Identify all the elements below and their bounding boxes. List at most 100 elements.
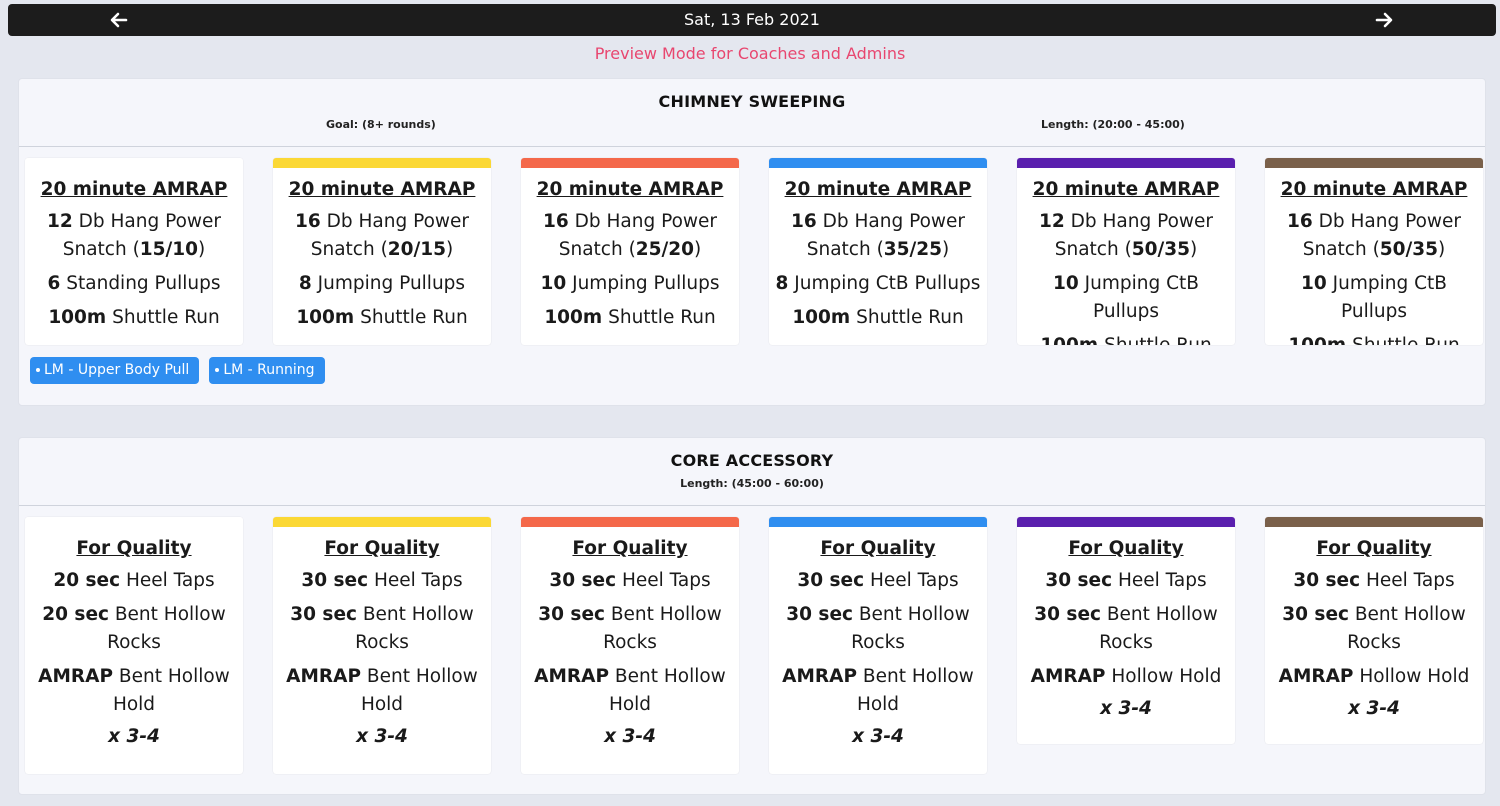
movement-line: 10 Jumping CtB Pullups	[1265, 270, 1483, 326]
movement: )	[1190, 239, 1198, 260]
movement-line: Rocks	[1347, 632, 1401, 653]
movement-line: Rocks	[107, 632, 161, 653]
duration: 30 sec	[1293, 570, 1361, 591]
movement-line: Snatch (15/10)	[25, 236, 243, 264]
movement: Bent Hollow	[1100, 604, 1218, 625]
movement: Heel Taps	[616, 570, 711, 591]
set-multiplier: x 3-4	[852, 726, 904, 747]
workout-format: 20 minute AMRAP	[1032, 179, 1220, 200]
movement-line: Rocks	[1099, 632, 1153, 653]
movement: )	[446, 239, 454, 260]
level-color-bar	[1265, 517, 1483, 527]
movement-line: AMRAP Bent Hollow	[273, 663, 491, 691]
workout-card: 20 minute AMRAP 16 Db Hang Power Snatch (5…	[1265, 158, 1483, 345]
movement-line: 16 Db Hang Power	[769, 208, 987, 236]
section-chimney-sweeping: CHIMNEY SWEEPING Goal: (8+ rounds) Lengt…	[18, 78, 1486, 406]
duration: AMRAP	[534, 666, 610, 687]
movement: Db Hang Power	[320, 211, 470, 232]
movement: Standing Pullups	[60, 273, 221, 294]
previous-day-button[interactable]	[104, 7, 134, 33]
duration: AMRAP	[38, 666, 114, 687]
reps: 10	[540, 273, 567, 294]
movement-line: 30 sec Heel Taps	[769, 567, 987, 595]
reps: 10	[1053, 273, 1079, 294]
duration: 30 sec	[786, 604, 853, 625]
movement: Shuttle Run	[1346, 335, 1460, 345]
movement-line: 6 Standing Pullups	[25, 270, 243, 298]
distance: 100m	[48, 307, 107, 328]
arrow-right-icon	[1375, 12, 1393, 28]
level-color-bar	[1265, 158, 1483, 168]
duration: 20 sec	[53, 570, 121, 591]
duration: 30 sec	[1034, 604, 1101, 625]
tag-upper-body-pull[interactable]: LM - Upper Body Pull	[30, 357, 200, 384]
movement-line: 30 sec Heel Taps	[521, 567, 739, 595]
weight: 50/35	[1131, 239, 1191, 260]
movement: Shuttle Run	[850, 307, 964, 328]
distance: 100m	[544, 307, 603, 328]
movement: Bent Hollow	[1348, 604, 1466, 625]
movement-line: 10 Jumping Pullups	[521, 270, 739, 298]
distance: 100m	[1040, 335, 1098, 345]
movement-line: 30 sec Bent Hollow	[1265, 601, 1483, 629]
section-title: CHIMNEY SWEEPING	[658, 92, 846, 111]
weight: 15/10	[139, 239, 199, 260]
tag-label: LM - Upper Body Pull	[44, 362, 190, 378]
workout-card: For Quality 20 sec Heel Taps 20 sec Bent H…	[25, 517, 243, 774]
set-multiplier: x 3-4	[1348, 698, 1400, 719]
movement-line: 16 Db Hang Power	[521, 208, 739, 236]
date-nav-bar: Sat, 13 Feb 2021	[8, 4, 1496, 36]
reps: 6	[47, 273, 61, 294]
level-color-bar	[521, 158, 739, 168]
movement: Shuttle Run	[602, 307, 716, 328]
level-color-bar	[25, 158, 243, 168]
movement-line: Hold	[608, 694, 652, 715]
movement: Shuttle Run	[354, 307, 468, 328]
movement-line: 8 Jumping Pullups	[273, 270, 491, 298]
arrow-left-icon	[110, 12, 128, 28]
movement-line: 8 Jumping CtB Pullups	[769, 270, 987, 298]
movement-line: 100m Shuttle Run	[1017, 332, 1235, 345]
duration: 30 sec	[290, 604, 357, 625]
movement: Bent Hollow	[108, 604, 226, 625]
movement-line: Snatch (35/25)	[769, 236, 987, 264]
set-multiplier: x 3-4	[604, 726, 656, 747]
movement-line: Snatch (20/15)	[273, 236, 491, 264]
workout-format: For Quality	[820, 538, 936, 559]
level-color-bar	[1017, 158, 1235, 168]
movement-line: Snatch (50/35)	[1265, 236, 1483, 264]
reps: 12	[1038, 211, 1065, 232]
next-day-button[interactable]	[1369, 7, 1399, 33]
movement-line: Hold	[856, 694, 900, 715]
workout-format: For Quality	[572, 538, 688, 559]
section-length: Length: (45:00 - 60:00)	[680, 477, 824, 490]
distance: 100m	[1288, 335, 1346, 345]
movement-line: 16 Db Hang Power	[273, 208, 491, 236]
duration: 20 sec	[42, 604, 109, 625]
movement-line: 12 Db Hang Power	[25, 208, 243, 236]
reps: 16	[1286, 211, 1313, 232]
section-title: CORE ACCESSORY	[670, 451, 834, 470]
movement-line: Rocks	[851, 632, 905, 653]
duration: AMRAP	[1030, 666, 1106, 687]
distance: 100m	[792, 307, 851, 328]
movement: Db Hang Power	[1064, 211, 1214, 232]
section-goal: Goal: (8+ rounds)	[326, 118, 436, 131]
set-multiplier: x 3-4	[1100, 698, 1152, 719]
movement-line: Snatch (50/35)	[1017, 236, 1235, 264]
duration: AMRAP	[782, 666, 858, 687]
duration: AMRAP	[286, 666, 362, 687]
movement-line: AMRAP Hollow Hold	[1265, 663, 1483, 691]
tag-running[interactable]: LM - Running	[209, 357, 325, 384]
movement: Bent Hollow	[857, 666, 974, 687]
workout-card: For Quality 30 sec Heel Taps 30 sec Bent H…	[273, 517, 491, 774]
movement-line: 30 sec Heel Taps	[273, 567, 491, 595]
workout-card: 20 minute AMRAP 12 Db Hang Power Snatch (1…	[25, 158, 243, 345]
movement-line: AMRAP Bent Hollow	[25, 663, 243, 691]
weight: 20/15	[387, 239, 447, 260]
reps: 16	[790, 211, 817, 232]
workout-format: For Quality	[324, 538, 440, 559]
movement: Db Hang Power	[568, 211, 718, 232]
movement: Heel Taps	[368, 570, 463, 591]
movement: Snatch (	[558, 239, 636, 260]
